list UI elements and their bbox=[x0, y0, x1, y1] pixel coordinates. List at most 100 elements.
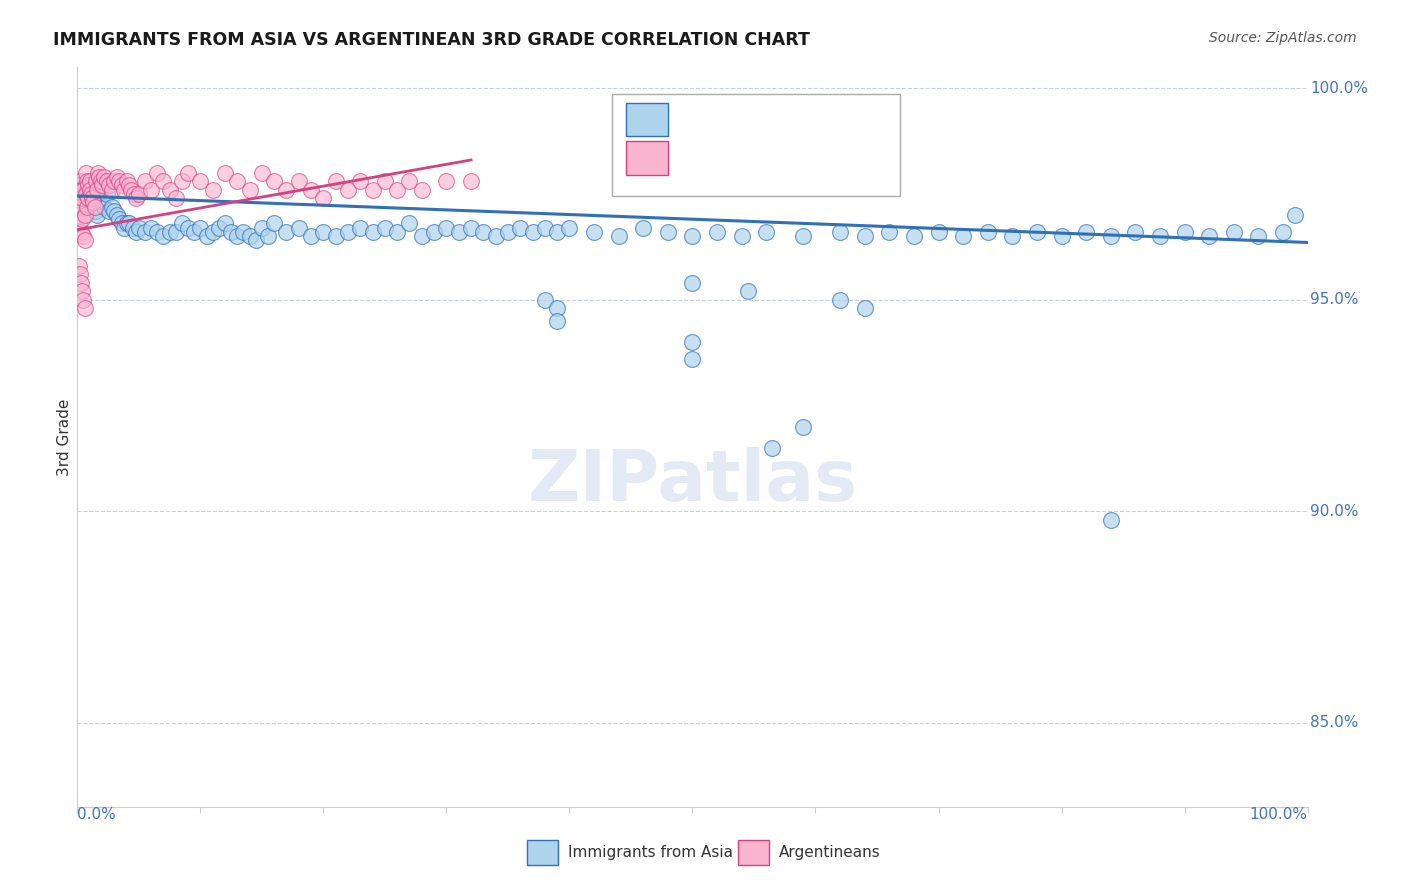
Point bbox=[299, 229, 322, 244]
Point bbox=[121, 220, 143, 235]
Point bbox=[374, 220, 396, 235]
Point bbox=[460, 220, 482, 235]
Point bbox=[830, 293, 852, 307]
Point bbox=[87, 166, 110, 180]
Point bbox=[77, 178, 100, 193]
Point bbox=[460, 174, 482, 188]
Text: 90.0%: 90.0% bbox=[1310, 504, 1358, 518]
Point bbox=[1125, 225, 1147, 239]
Point bbox=[82, 195, 104, 210]
Point bbox=[682, 229, 704, 244]
Point bbox=[583, 225, 606, 239]
Point bbox=[90, 178, 114, 193]
Point bbox=[75, 191, 97, 205]
Point bbox=[118, 216, 141, 230]
Point bbox=[288, 174, 311, 188]
Point bbox=[67, 208, 90, 222]
Point bbox=[263, 174, 285, 188]
Point bbox=[755, 225, 778, 239]
Point bbox=[276, 183, 298, 197]
Point bbox=[134, 225, 156, 239]
Point bbox=[159, 183, 181, 197]
Point bbox=[214, 216, 236, 230]
Point bbox=[299, 183, 322, 197]
Point bbox=[226, 174, 249, 188]
Point bbox=[128, 220, 150, 235]
Point bbox=[105, 169, 128, 184]
Point bbox=[98, 203, 121, 218]
Point bbox=[337, 183, 360, 197]
Point bbox=[83, 200, 105, 214]
Point bbox=[1099, 229, 1122, 244]
Point bbox=[69, 174, 91, 188]
Point bbox=[349, 174, 371, 188]
Point bbox=[761, 441, 783, 455]
Point bbox=[792, 419, 814, 434]
Point bbox=[546, 301, 568, 315]
Point bbox=[385, 183, 409, 197]
Point bbox=[472, 225, 495, 239]
Point bbox=[134, 174, 156, 188]
Point bbox=[276, 225, 298, 239]
Point bbox=[69, 183, 91, 197]
Point bbox=[165, 225, 187, 239]
Text: 112: 112 bbox=[832, 111, 866, 128]
Point bbox=[79, 183, 101, 197]
Point bbox=[411, 183, 433, 197]
Point bbox=[349, 220, 371, 235]
Point bbox=[239, 229, 262, 244]
Point bbox=[96, 186, 118, 201]
Point bbox=[188, 174, 212, 188]
Text: 85.0%: 85.0% bbox=[1310, 715, 1358, 731]
Point bbox=[522, 225, 544, 239]
Point bbox=[485, 229, 508, 244]
Point bbox=[853, 301, 876, 315]
Point bbox=[105, 208, 128, 222]
Point bbox=[84, 203, 107, 218]
Point bbox=[72, 186, 94, 201]
Point bbox=[72, 293, 94, 307]
Point bbox=[128, 186, 150, 201]
Point bbox=[411, 229, 433, 244]
Y-axis label: 3rd Grade: 3rd Grade bbox=[56, 399, 72, 475]
Point bbox=[83, 203, 105, 218]
Text: 100.0%: 100.0% bbox=[1250, 807, 1308, 822]
Point bbox=[72, 229, 94, 244]
Point bbox=[115, 216, 138, 230]
Point bbox=[183, 225, 205, 239]
Point bbox=[1026, 225, 1049, 239]
Point bbox=[682, 334, 704, 349]
Text: -0.165: -0.165 bbox=[721, 111, 779, 128]
Point bbox=[82, 200, 104, 214]
Point bbox=[239, 183, 262, 197]
Point bbox=[165, 191, 187, 205]
Point bbox=[77, 191, 100, 205]
Point bbox=[111, 178, 132, 193]
Point bbox=[70, 225, 93, 239]
Point bbox=[125, 191, 148, 205]
Point bbox=[436, 220, 458, 235]
Point bbox=[90, 174, 112, 188]
Point bbox=[67, 259, 90, 273]
Text: IMMIGRANTS FROM ASIA VS ARGENTINEAN 3RD GRADE CORRELATION CHART: IMMIGRANTS FROM ASIA VS ARGENTINEAN 3RD … bbox=[53, 31, 810, 49]
Point bbox=[73, 208, 96, 222]
Point bbox=[67, 178, 90, 193]
Point bbox=[70, 212, 93, 227]
Point bbox=[325, 174, 347, 188]
Point bbox=[374, 174, 396, 188]
Point bbox=[1050, 229, 1073, 244]
Text: R =: R = bbox=[682, 111, 721, 128]
Point bbox=[101, 200, 124, 214]
Point bbox=[170, 216, 193, 230]
Point bbox=[1099, 512, 1122, 526]
Point bbox=[112, 220, 135, 235]
Point bbox=[80, 195, 103, 210]
Point bbox=[77, 191, 100, 205]
Point bbox=[82, 191, 104, 205]
Point bbox=[325, 229, 347, 244]
Point bbox=[546, 314, 568, 328]
Point bbox=[398, 216, 420, 230]
Point bbox=[208, 220, 231, 235]
Text: N =: N = bbox=[787, 111, 839, 128]
Point bbox=[69, 200, 91, 214]
